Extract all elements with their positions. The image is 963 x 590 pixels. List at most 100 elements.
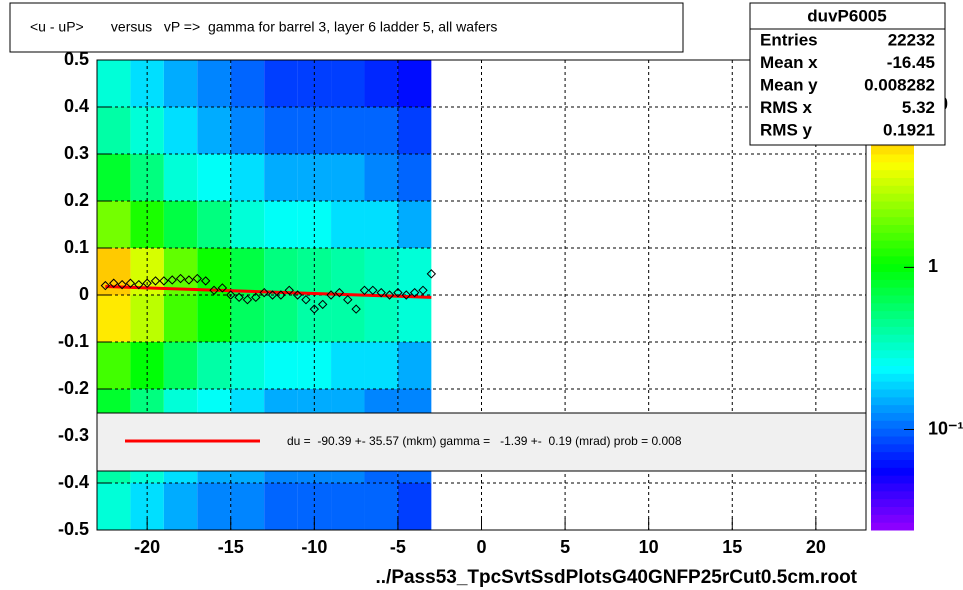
heatmap-cell xyxy=(331,60,365,107)
x-tick-label: -15 xyxy=(218,537,244,557)
profile-point xyxy=(242,294,253,305)
profile-point xyxy=(109,278,119,288)
heatmap-cell xyxy=(331,295,365,342)
heatmap-cell xyxy=(331,154,365,201)
profile-point xyxy=(117,279,127,290)
profile-point xyxy=(284,285,294,296)
chart-title: <u - uP> versus vP => gamma for barrel 3… xyxy=(30,19,497,35)
colorbar-segment xyxy=(871,373,914,382)
colorbar-segment xyxy=(871,248,914,257)
heatmap-cell xyxy=(197,201,231,248)
heatmap-cell xyxy=(230,483,265,530)
heatmap-cell xyxy=(163,60,198,107)
heatmap-cell xyxy=(97,201,131,248)
profile-point xyxy=(418,285,428,296)
heatmap-cell xyxy=(397,483,432,530)
colorbar-segment xyxy=(871,381,914,390)
heatmap-cell xyxy=(163,483,198,530)
heatmap-cell xyxy=(197,60,231,107)
heatmap-cell xyxy=(163,201,198,248)
heatmap-cell xyxy=(163,107,198,154)
colorbar-segment xyxy=(871,420,914,429)
x-tick-label: -5 xyxy=(390,537,406,557)
heatmap-cell xyxy=(230,201,265,248)
x-tick-label: 15 xyxy=(722,537,742,557)
profile-point xyxy=(309,304,320,314)
stats-label: Mean x xyxy=(760,53,818,72)
heatmap-cell xyxy=(364,60,398,107)
colorbar-segment xyxy=(871,467,914,476)
heatmap-cell xyxy=(331,201,365,248)
heatmap-cell xyxy=(364,483,398,530)
heatmap-cell xyxy=(197,295,231,342)
heatmap-cell xyxy=(364,295,398,342)
colorbar-tick-label: 10⁻¹ xyxy=(928,418,963,438)
colorbar-segment xyxy=(871,342,914,351)
stats-label: Mean y xyxy=(760,75,818,94)
colorbar-segment xyxy=(871,216,914,225)
y-tick-label: -0.1 xyxy=(58,331,89,351)
profile-point xyxy=(401,290,411,300)
x-tick-label: 0 xyxy=(476,537,486,557)
profile-point xyxy=(267,290,278,300)
profile-point xyxy=(150,276,161,286)
colorbar-segment xyxy=(871,271,914,280)
title-box xyxy=(9,2,684,53)
x-axis-title: ../Pass53_TpcSvtSsdPlotsG40GNFP25rCut0.5… xyxy=(375,567,857,588)
profile-point xyxy=(384,290,395,300)
profile-point xyxy=(276,290,286,300)
heatmap-cell xyxy=(264,107,298,154)
profile-point xyxy=(142,278,152,288)
profile-point xyxy=(134,279,144,290)
profile-point xyxy=(343,294,353,305)
heatmap-cell xyxy=(264,201,298,248)
heatmap-cell xyxy=(264,60,298,107)
colorbar-segment xyxy=(871,459,914,468)
colorbar-segment xyxy=(871,302,914,312)
colorbar-segment xyxy=(871,263,914,272)
colorbar-segment xyxy=(871,490,914,500)
profile-point xyxy=(368,285,378,296)
profile-point xyxy=(376,287,386,298)
colorbar-segment xyxy=(871,146,914,155)
profile-point xyxy=(100,280,111,291)
profile-point xyxy=(326,290,336,300)
x-tick-label: 20 xyxy=(806,537,826,557)
colorbar-segment xyxy=(871,154,914,163)
colorbar-segment xyxy=(871,169,914,178)
heatmap-cell xyxy=(197,342,231,389)
heatmap-cell xyxy=(397,342,432,389)
profile-point xyxy=(226,290,236,300)
profile-point xyxy=(167,275,177,285)
profile-point xyxy=(301,294,311,305)
colorbar-segment xyxy=(871,396,914,406)
heatmap-cell xyxy=(197,107,231,154)
stats-frame xyxy=(749,2,946,146)
stats-value: 5.32 xyxy=(902,98,935,117)
legend-text: du = -90.39 +- 35.57 (mkm) gamma = -1.39… xyxy=(287,434,682,448)
heatmap-cell xyxy=(397,201,432,248)
colorbar-segment xyxy=(871,295,914,304)
colorbar-segment xyxy=(871,310,914,319)
colorbar-segment xyxy=(871,334,914,343)
stats-value: 22232 xyxy=(888,30,935,49)
heatmap-cell xyxy=(397,107,432,154)
profile-point xyxy=(192,273,203,284)
heatmap-cell xyxy=(264,483,298,530)
y-tick-label: -0.2 xyxy=(58,378,89,398)
colorbar-segment xyxy=(871,161,914,171)
heatmap-cell xyxy=(197,483,231,530)
colorbar-segment xyxy=(871,404,914,413)
profile-point xyxy=(317,299,328,310)
heatmap-cell xyxy=(264,154,298,201)
heatmap-cell xyxy=(97,295,131,342)
colorbar-segment xyxy=(871,177,914,186)
y-tick-label: -0.4 xyxy=(58,472,89,492)
stats-label: RMS y xyxy=(760,120,813,139)
heatmap-cell xyxy=(230,107,265,154)
colorbar-segment xyxy=(871,522,914,531)
y-tick-label: 0.1 xyxy=(64,237,89,257)
x-tick-label: 5 xyxy=(560,537,570,557)
profile-point xyxy=(409,287,420,298)
stats-box: duvP6005 Entries 22232 Mean x -16.45 Mean y 0.… xyxy=(749,2,946,146)
